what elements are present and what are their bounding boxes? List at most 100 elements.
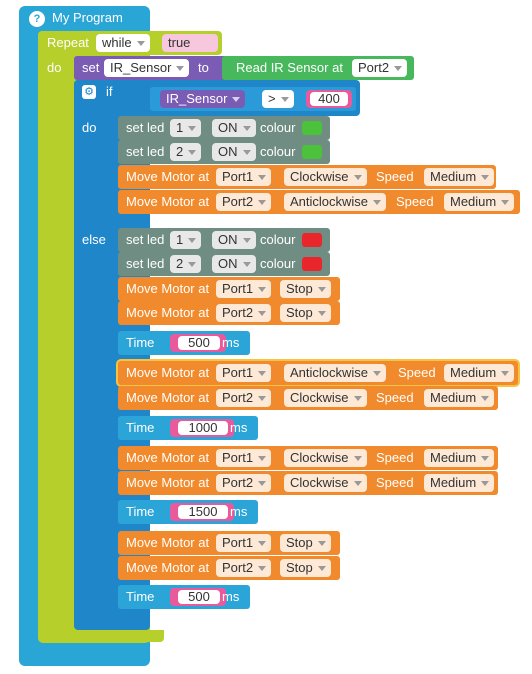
gear-icon[interactable]: ⚙ <box>82 85 96 99</box>
repeat-label: Repeat <box>47 35 89 50</box>
chevron-down-icon <box>373 200 382 205</box>
set-led-block[interactable]: set led 2 ON colour <box>118 252 330 276</box>
help-icon[interactable]: ? <box>29 11 45 27</box>
motor-port: Port2 <box>222 475 254 490</box>
motor-direction-dropdown[interactable]: Anticlockwise <box>284 364 387 382</box>
move-motor-block[interactable]: Move Motor at Port2 Stop <box>118 556 340 580</box>
read-ir-sensor-block[interactable]: Read IR Sensor at Port2 <box>222 56 414 80</box>
chevron-down-icon <box>258 175 267 180</box>
move-motor-block[interactable]: Move Motor at Port1 Stop <box>118 531 340 555</box>
motor-speed-dropdown[interactable]: Medium <box>444 193 515 211</box>
to-label: to <box>198 60 209 75</box>
move-motor-block[interactable]: Move Motor at Port2 Stop <box>118 301 340 325</box>
motor-direction-dropdown[interactable]: Clockwise <box>284 474 367 492</box>
motor-speed-dropdown[interactable]: Medium <box>424 474 495 492</box>
led-state: ON <box>218 256 238 271</box>
set-led-block[interactable]: set led 1 ON colour <box>118 228 330 252</box>
compare-number-input[interactable]: 400 <box>310 92 348 106</box>
time-block[interactable]: Time 500 ms <box>118 331 250 355</box>
time-number-block[interactable]: 1500 <box>170 503 234 521</box>
motor-port-dropdown[interactable]: Port2 <box>216 559 272 577</box>
colour-swatch-red[interactable] <box>302 257 322 271</box>
condition-true-block[interactable]: true <box>162 34 218 52</box>
variable-dropdown[interactable]: IR_Sensor <box>104 59 190 77</box>
time-number-input[interactable]: 500 <box>178 590 220 604</box>
motor-speed-dropdown[interactable]: Medium <box>444 364 515 382</box>
set-label: set <box>82 60 100 75</box>
compare-variable-dropdown[interactable]: IR_Sensor <box>160 90 246 108</box>
set-variable-block[interactable]: set IR_Sensor to <box>74 56 229 80</box>
motor-port-dropdown[interactable]: Port2 <box>216 474 272 492</box>
motor-direction: Clockwise <box>290 475 349 490</box>
motor-port-dropdown[interactable]: Port1 <box>216 280 272 298</box>
time-block[interactable]: Time 1500 ms <box>118 500 258 524</box>
led-number-dropdown[interactable]: 1 <box>170 119 202 137</box>
time-block[interactable]: Time 1000 ms <box>118 416 258 440</box>
colour-label: colour <box>260 120 296 135</box>
comparison-block[interactable]: IR_Sensor > 400 <box>150 87 356 111</box>
led-number-dropdown[interactable]: 2 <box>170 255 202 273</box>
chevron-down-icon <box>232 97 241 102</box>
motor-direction-dropdown[interactable]: Stop <box>280 559 331 577</box>
motor-direction-dropdown[interactable]: Stop <box>280 534 331 552</box>
colour-swatch-red[interactable] <box>302 233 322 247</box>
time-number-input[interactable]: 1500 <box>178 505 228 519</box>
led-state-dropdown[interactable]: ON <box>212 255 256 273</box>
chevron-down-icon <box>188 150 197 155</box>
led-state-dropdown[interactable]: ON <box>212 119 256 137</box>
motor-port-dropdown[interactable]: Port1 <box>216 364 272 382</box>
set-led-block[interactable]: set led 2 ON colour <box>118 140 330 164</box>
repeat-loop-footer <box>38 630 164 642</box>
chevron-down-icon <box>353 175 362 180</box>
move-motor-block-selected[interactable]: Move Motor at Port1 Anticlockwise Speed … <box>118 361 518 385</box>
led-number-dropdown[interactable]: 2 <box>170 143 202 161</box>
colour-label: colour <box>260 256 296 271</box>
move-motor-block[interactable]: Move Motor at Port2 Anticlockwise Speed … <box>118 190 520 214</box>
motor-port-dropdown[interactable]: Port2 <box>216 193 272 211</box>
motor-port-dropdown[interactable]: Port1 <box>216 449 272 467</box>
time-number-block[interactable]: 500 <box>170 334 226 352</box>
motor-direction-dropdown[interactable]: Clockwise <box>284 449 367 467</box>
speed-label: Speed <box>396 194 434 209</box>
motor-port-dropdown[interactable]: Port1 <box>216 534 272 552</box>
motor-speed-dropdown[interactable]: Medium <box>424 168 495 186</box>
move-motor-block[interactable]: Move Motor at Port1 Clockwise Speed Medi… <box>118 165 496 189</box>
motor-direction-dropdown[interactable]: Clockwise <box>284 389 367 407</box>
colour-swatch-green[interactable] <box>302 145 322 159</box>
chevron-down-icon <box>188 238 197 243</box>
time-number-input[interactable]: 500 <box>178 336 220 350</box>
motor-port-dropdown[interactable]: Port2 <box>216 304 272 322</box>
motor-port-dropdown[interactable]: Port2 <box>216 389 272 407</box>
sensor-port-dropdown[interactable]: Port2 <box>352 59 408 77</box>
motor-direction-dropdown[interactable]: Anticlockwise <box>284 193 387 211</box>
speed-label: Speed <box>376 169 414 184</box>
move-motor-block[interactable]: Move Motor at Port1 Stop <box>118 277 340 301</box>
set-led-block[interactable]: set led 1 ON colour <box>118 116 330 140</box>
motor-speed-dropdown[interactable]: Medium <box>424 389 495 407</box>
move-motor-block[interactable]: Move Motor at Port1 Clockwise Speed Medi… <box>118 446 498 470</box>
motor-port: Port1 <box>222 450 254 465</box>
led-number-dropdown[interactable]: 1 <box>170 231 202 249</box>
motor-port-dropdown[interactable]: Port1 <box>216 168 272 186</box>
speed-label: Speed <box>376 475 414 490</box>
motor-direction-dropdown[interactable]: Clockwise <box>284 168 367 186</box>
led-state-dropdown[interactable]: ON <box>212 231 256 249</box>
motor-direction-dropdown[interactable]: Stop <box>280 280 331 298</box>
led-state-dropdown[interactable]: ON <box>212 143 256 161</box>
motor-direction-dropdown[interactable]: Stop <box>280 304 331 322</box>
operator-dropdown[interactable]: > <box>262 90 294 108</box>
while-dropdown[interactable]: while <box>96 34 150 52</box>
colour-swatch-green[interactable] <box>302 121 322 135</box>
time-number-block[interactable]: 1000 <box>170 419 234 437</box>
motor-speed-dropdown[interactable]: Medium <box>424 449 495 467</box>
time-number-block[interactable]: 500 <box>170 588 226 606</box>
chevron-down-icon <box>258 541 267 546</box>
time-block[interactable]: Time 500 ms <box>118 585 250 609</box>
chevron-down-icon <box>501 371 510 376</box>
move-motor-block[interactable]: Move Motor at Port2 Clockwise Speed Medi… <box>118 471 498 495</box>
chevron-down-icon <box>258 396 267 401</box>
motor-label: Move Motor at <box>126 194 210 209</box>
compare-number-block[interactable]: 400 <box>306 90 352 108</box>
move-motor-block[interactable]: Move Motor at Port2 Clockwise Speed Medi… <box>118 386 498 410</box>
time-number-input[interactable]: 1000 <box>178 421 228 435</box>
